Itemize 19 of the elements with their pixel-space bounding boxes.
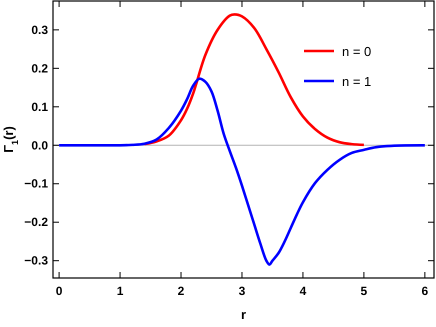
y-tick-label: −0.1: [24, 176, 48, 191]
line-series: [143, 13, 366, 146]
x-tick-label: 2: [178, 284, 185, 298]
legend-label: n = 1: [342, 74, 372, 89]
x-tick-label: 5: [360, 284, 368, 298]
y-tick-label: 0.0: [31, 138, 48, 152]
x-tick-label: 0: [56, 284, 63, 298]
x-axis-title: r: [240, 307, 246, 322]
y-tick-label: −0.2: [24, 215, 48, 230]
x-tick-label: 4: [300, 284, 307, 298]
y-tick-label: −0.3: [24, 254, 48, 268]
x-tick-label: 3: [238, 284, 246, 298]
legend-label: n = 0: [342, 44, 372, 59]
y-tick-label: 0.3: [31, 22, 48, 37]
line-series: [58, 77, 426, 266]
x-tick-label: 6: [422, 284, 429, 298]
y-tick-label: 0.1: [31, 100, 48, 114]
x-tick-label: 1: [116, 284, 124, 298]
y-tick-label: 0.2: [31, 61, 48, 76]
